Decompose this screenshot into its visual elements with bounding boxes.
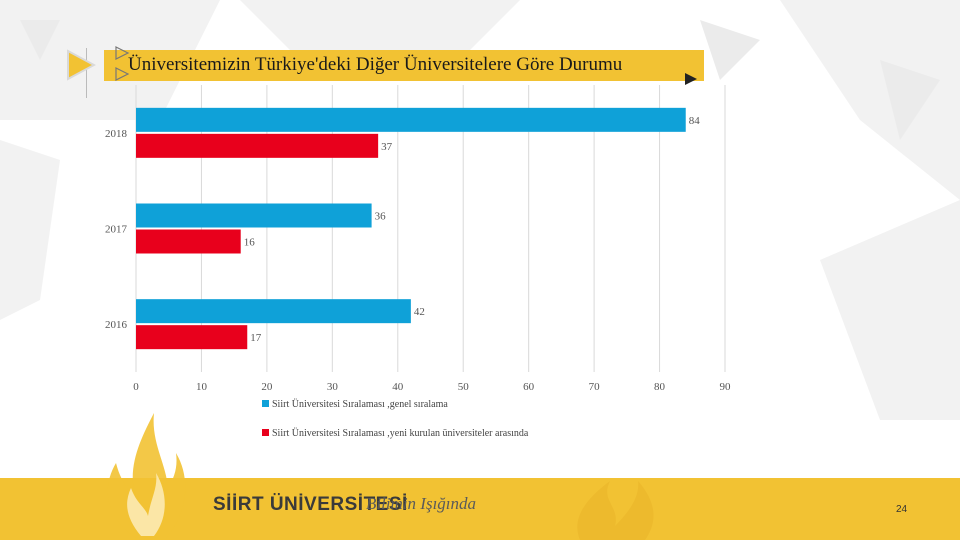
play-outline-icon: [115, 46, 130, 60]
bar: [136, 299, 411, 324]
x-tick-label: 0: [133, 381, 139, 393]
x-tick-label: 20: [261, 381, 273, 393]
data-label: 84: [689, 115, 701, 127]
flame-watermark: [577, 481, 654, 540]
bar: [136, 133, 379, 158]
x-tick-label: 70: [589, 381, 601, 393]
bar: [136, 325, 248, 350]
background-pattern: [0, 0, 960, 420]
page-number: 24: [896, 504, 908, 515]
legend-swatch-blue: [262, 400, 269, 407]
legend-item-general: Siirt Üniversitesi Sıralaması ,genel sır…: [262, 399, 448, 410]
x-tick-label: 60: [523, 381, 535, 393]
data-label: 36: [375, 211, 387, 223]
data-label: 37: [381, 141, 393, 153]
play-icon: [67, 49, 96, 81]
flame-logo: [107, 413, 186, 538]
x-tick-label: 50: [458, 381, 470, 393]
play-filled-icon: [685, 73, 697, 85]
data-label: 17: [250, 332, 262, 344]
x-tick-label: 80: [654, 381, 666, 393]
x-tick-label: 90: [720, 381, 732, 393]
bar: [136, 229, 241, 254]
category-label: 2018: [105, 128, 128, 140]
bar: [136, 107, 686, 132]
x-tick-label: 40: [392, 381, 404, 393]
title-divider: [86, 48, 87, 98]
bar-chart: 0 10 20 30 40 50 60 70 80 90 2018 84 37 2017 36 16 2016 4…: [105, 85, 732, 393]
legend-swatch-red: [262, 429, 269, 436]
legend-item-new-universities: Siirt Üniversitesi Sıralaması ,yeni kuru…: [262, 428, 528, 439]
legend-label-new-universities: Siirt Üniversitesi Sıralaması ,yeni kuru…: [272, 428, 529, 439]
bar: [136, 203, 372, 228]
play-outline-icon: [115, 67, 130, 81]
category-label: 2017: [105, 224, 128, 236]
title-bar: [104, 50, 704, 81]
x-tick-label: 30: [327, 381, 339, 393]
data-label: 16: [244, 237, 256, 249]
slide-title: Üniversitemizin Türkiye'deki Diğer Ünive…: [128, 54, 623, 75]
legend-label-general: Siirt Üniversitesi Sıralaması ,genel sır…: [272, 399, 448, 410]
university-tagline: Bilimin Işığında: [366, 494, 477, 513]
x-tick-label: 10: [196, 381, 208, 393]
data-label: 42: [414, 306, 425, 318]
university-name: SİİRT ÜNİVERSİTESİ: [213, 494, 408, 515]
category-label: 2016: [105, 319, 128, 331]
